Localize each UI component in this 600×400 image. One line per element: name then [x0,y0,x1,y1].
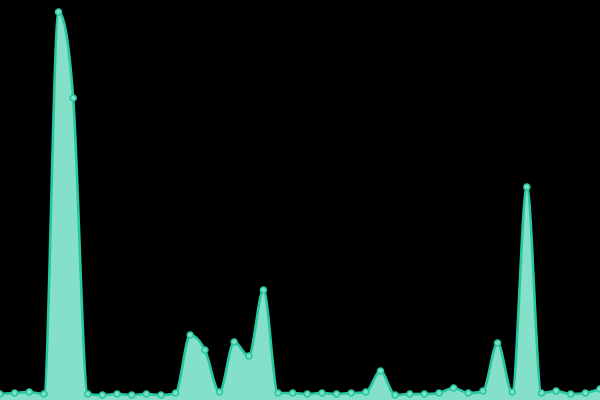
data-point-marker [449,384,458,392]
data-point-marker [10,389,19,397]
data-point-marker [318,389,326,397]
data-point-marker [420,390,429,398]
data-point-marker [552,387,560,395]
data-point-marker [40,390,48,398]
data-point-marker [127,391,136,399]
data-point-marker [274,389,282,397]
data-point-marker [259,286,268,294]
data-point-marker [464,389,473,397]
data-point-marker [508,388,517,396]
data-point-marker [566,390,575,398]
data-point-marker [493,339,502,347]
data-point-marker [362,388,370,396]
data-point-marker [332,390,341,398]
data-point-marker [230,338,238,346]
data-point-marker [596,385,600,393]
data-point-marker [69,94,77,102]
data-point-marker [201,346,209,354]
data-point-marker [288,389,297,397]
data-point-marker [303,390,312,398]
data-point-marker [376,367,385,375]
data-point-marker [186,331,195,339]
data-point-marker [391,391,399,399]
data-point-marker [215,388,224,396]
data-point-marker [435,389,443,397]
data-point-marker [347,389,356,397]
data-point-marker [537,389,546,397]
data-point-marker [113,390,121,398]
data-point-marker [98,391,107,399]
data-point-marker [0,390,4,398]
data-point-marker [157,391,165,399]
data-point-marker [479,387,487,395]
data-point-marker [405,390,414,398]
data-point-marker [142,390,151,398]
data-point-marker [84,390,92,398]
series-line [0,10,600,397]
data-point-marker [25,388,34,396]
data-point-marker [171,389,180,397]
data-point-marker [54,8,63,16]
data-point-marker [523,183,531,191]
area-fill [0,12,600,400]
data-point-marker [244,352,253,360]
data-point-marker [581,389,590,397]
